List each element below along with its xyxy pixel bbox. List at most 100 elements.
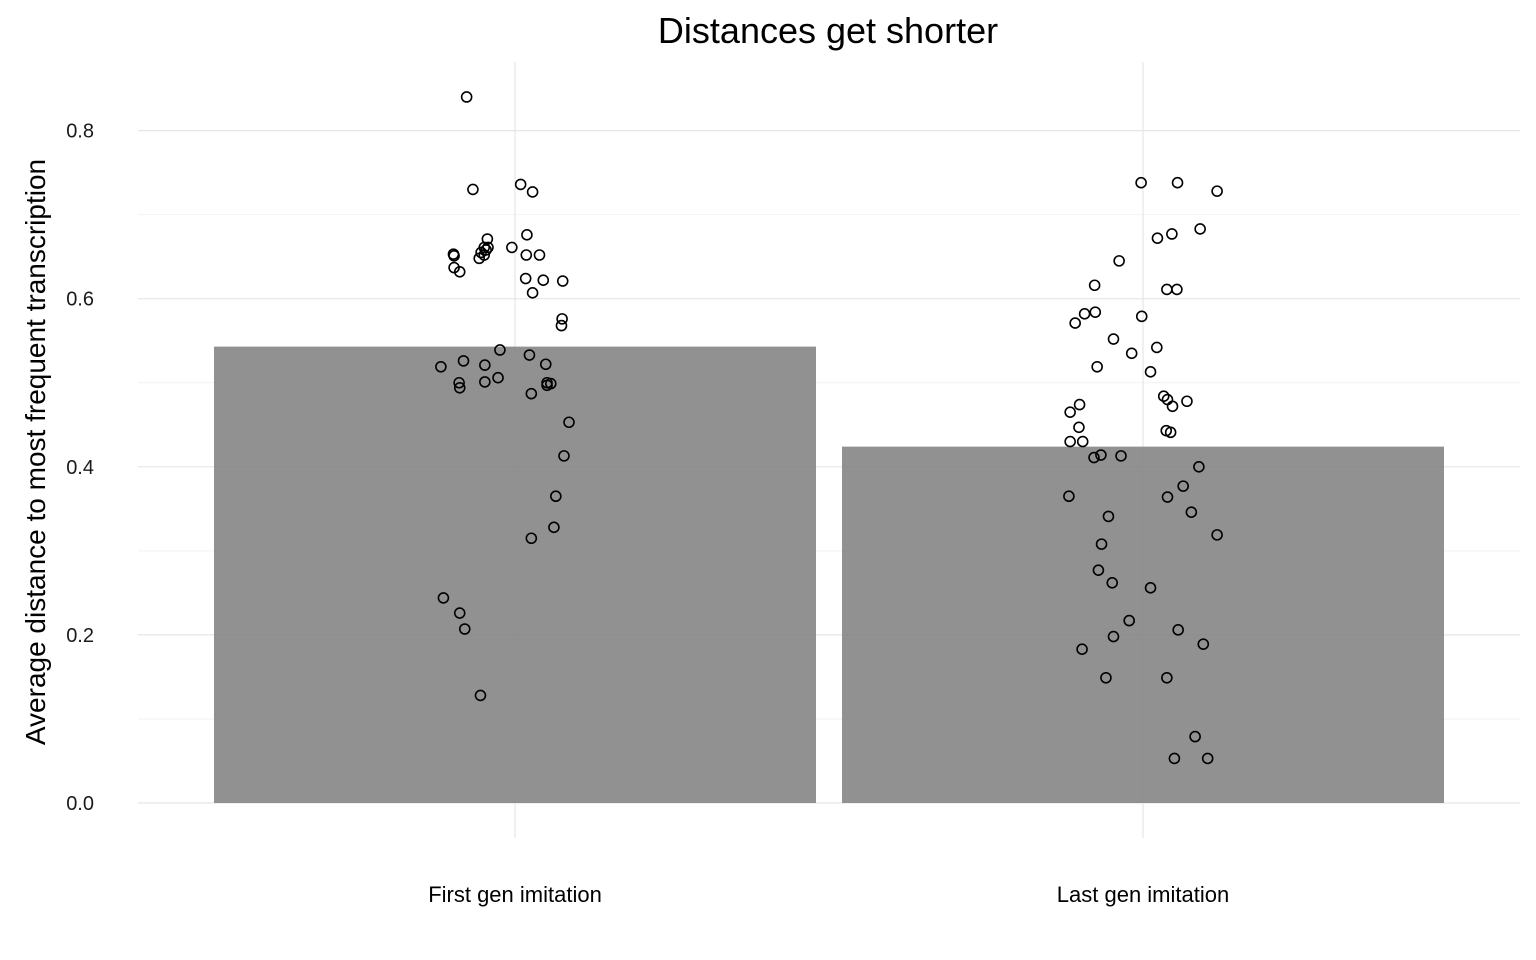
data-point-0-19 (537, 274, 550, 287)
data-point-1-19 (1151, 341, 1163, 354)
data-point-0-46 (474, 689, 487, 702)
data-point-0-31 (494, 344, 506, 356)
data-point-1-35 (1102, 510, 1115, 523)
data-point-1-34 (1063, 490, 1075, 503)
data-point-1-47 (1161, 671, 1173, 684)
data-point-1-8 (1078, 308, 1091, 320)
data-point-0-12 (482, 241, 494, 254)
data-point-1-49 (1168, 752, 1181, 765)
data-point-1-3 (1194, 223, 1206, 235)
data-point-1-44 (1076, 643, 1088, 655)
data-point-0-5 (448, 250, 460, 262)
data-point-1-29 (1088, 451, 1100, 464)
y-tick-labels: 0.0 0.2 0.4 0.6 0.8 (66, 121, 94, 815)
data-point-1-31 (1185, 506, 1198, 518)
data-point-0-26 (539, 358, 552, 371)
data-point-1-20 (1144, 366, 1157, 378)
data-point-0-47 (541, 376, 553, 389)
data-point-1-17 (1064, 406, 1076, 418)
data-point-1-39 (1106, 576, 1119, 589)
data-point-1-24 (1157, 390, 1170, 402)
data-point-1-40 (1144, 582, 1157, 594)
data-point-0-21 (514, 178, 527, 191)
data-point-1-10 (1171, 283, 1183, 296)
data-point-0-28 (492, 371, 504, 384)
data-point-1-52 (1073, 398, 1086, 411)
data-point-0-0 (460, 91, 473, 103)
data-point-1-30 (1115, 450, 1127, 462)
points (435, 91, 1223, 765)
data-point-0-27 (479, 359, 491, 371)
y-tick-label-4: 0.8 (66, 121, 94, 143)
data-point-0-32 (457, 355, 470, 367)
data-point-0-15 (533, 249, 546, 261)
data-point-1-2 (1211, 185, 1223, 197)
data-point-1-37 (1095, 538, 1108, 550)
data-point-1-6 (1113, 255, 1125, 267)
data-point-1-28 (1193, 460, 1205, 473)
data-point-1-48 (1189, 730, 1201, 743)
data-point-0-9 (480, 244, 492, 256)
data-point-1-16 (1091, 360, 1103, 373)
data-point-1-13 (1107, 333, 1120, 345)
data-point-1-36 (1211, 529, 1223, 541)
chart-title: Distances get shorter (658, 10, 998, 51)
y-tick-label-0: 0.0 (66, 793, 94, 815)
data-point-1-12 (1089, 306, 1102, 318)
data-point-1-18 (1076, 435, 1089, 448)
data-point-0-17 (526, 287, 539, 299)
data-point-0-30 (479, 376, 491, 388)
data-point-1-1 (1171, 176, 1184, 189)
x-category-labels: First gen imitation Last gen imitation (428, 882, 1229, 907)
data-point-1-38 (1092, 564, 1105, 576)
data-point-1-51 (1095, 449, 1107, 461)
data-point-1-45 (1107, 630, 1120, 643)
data-point-1-22 (1181, 395, 1193, 408)
data-point-1-5 (1151, 232, 1164, 244)
data-point-1-27 (1064, 435, 1076, 448)
data-point-1-50 (1201, 752, 1214, 765)
data-point-0-22 (556, 275, 569, 287)
data-point-0-43 (437, 592, 450, 604)
data-point-1-4 (1166, 228, 1178, 240)
data-point-0-14 (521, 229, 533, 241)
data-point-0-42 (548, 521, 560, 534)
data-point-0-4 (453, 266, 466, 278)
data-point-0-1 (467, 183, 479, 196)
data-point-1-53 (1073, 421, 1085, 434)
data-point-0-24 (556, 313, 568, 325)
data-point-0-20 (526, 186, 539, 198)
data-point-1-14 (1125, 347, 1138, 360)
data-point-1-0 (1135, 176, 1147, 189)
y-tick-label-1: 0.2 (66, 625, 94, 647)
data-point-1-23 (1166, 400, 1179, 413)
data-point-0-23 (555, 319, 568, 332)
y-axis-label: Average distance to most frequent transc… (20, 159, 51, 745)
data-point-1-26 (1160, 424, 1173, 437)
data-point-1-43 (1197, 638, 1210, 650)
data-point-0-39 (525, 387, 538, 400)
data-point-0-38 (558, 450, 570, 462)
data-point-0-37 (563, 416, 575, 429)
data-point-0-29 (453, 376, 465, 389)
data-point-0-40 (550, 490, 562, 503)
bar-1 (842, 446, 1444, 803)
data-point-1-11 (1069, 317, 1081, 329)
x-category-label-1: Last gen imitation (1057, 882, 1229, 907)
data-point-1-15 (1135, 310, 1148, 323)
data-point-1-33 (1161, 491, 1174, 503)
bar-0 (214, 346, 816, 803)
data-point-0-45 (458, 623, 471, 635)
data-point-1-42 (1172, 624, 1184, 636)
data-point-0-33 (435, 360, 447, 373)
data-point-0-13 (506, 241, 518, 254)
data-point-0-11 (478, 241, 491, 254)
y-tick-label-2: 0.4 (66, 457, 94, 479)
x-category-label-0: First gen imitation (428, 882, 602, 907)
data-point-0-16 (520, 249, 533, 261)
data-point-0-41 (525, 532, 538, 545)
data-point-0-18 (519, 272, 532, 285)
y-tick-label-3: 0.6 (66, 289, 94, 311)
